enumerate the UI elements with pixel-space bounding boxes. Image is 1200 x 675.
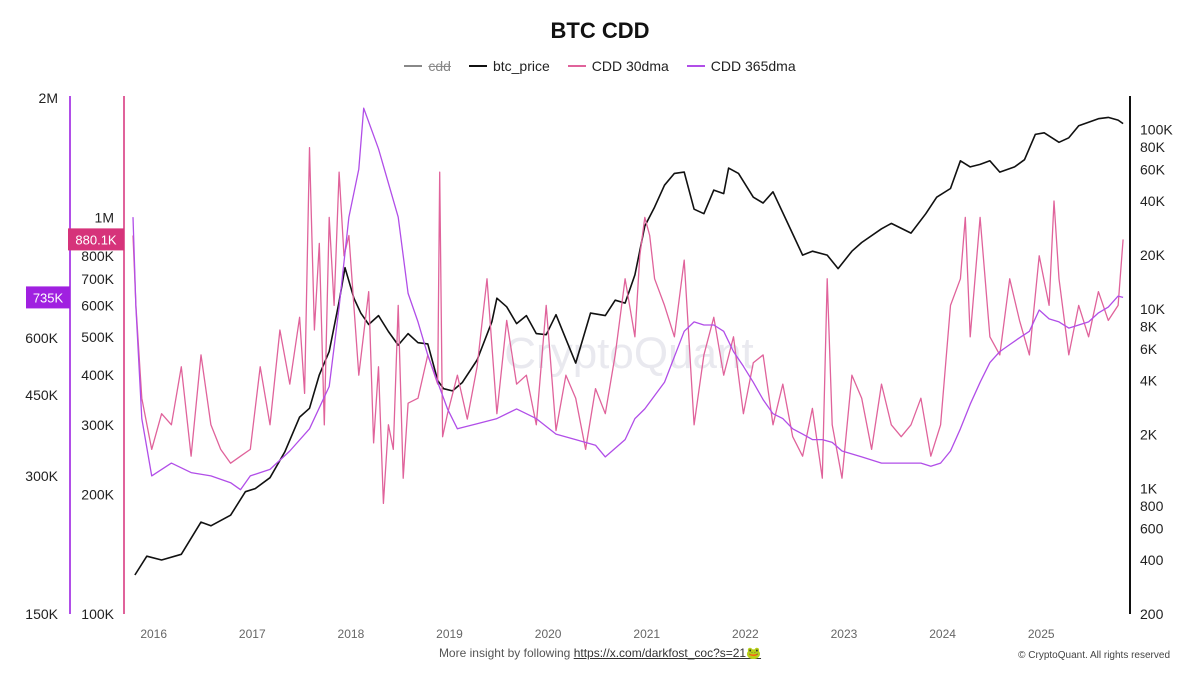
- y-tick-right: 2K: [1140, 427, 1158, 443]
- y-tick-right: 8K: [1140, 318, 1158, 334]
- legend-item-cdd-365dma[interactable]: CDD 365dma: [686, 58, 796, 74]
- x-tick: 2024: [929, 627, 956, 641]
- x-tick: 2017: [239, 627, 266, 641]
- legend-swatch-cdd-30dma: [567, 65, 586, 67]
- legend-label-btc-price: btc_price: [492, 58, 550, 74]
- y-tick-left-outer: 2M: [39, 90, 58, 106]
- y-tick-left-inner: 700K: [81, 271, 114, 287]
- y-tick-right: 40K: [1140, 193, 1166, 209]
- legend-swatch-cdd-365dma: [686, 65, 705, 67]
- x-tick: 2023: [831, 627, 858, 641]
- legend-item-btc-price[interactable]: btc_price: [468, 58, 550, 74]
- y-tick-right: 4K: [1140, 372, 1158, 388]
- current-flag-label: 880.1K: [75, 232, 117, 247]
- y-tick-right: 100K: [1140, 122, 1173, 138]
- y-tick-left-inner: 600K: [81, 297, 114, 313]
- y-tick-right: 800: [1140, 498, 1164, 514]
- legend-label-cdd-365dma: CDD 365dma: [710, 58, 796, 74]
- x-tick: 2025: [1028, 627, 1055, 641]
- y-tick-left-inner: 300K: [81, 417, 114, 433]
- y-tick-right: 400: [1140, 552, 1164, 568]
- footer-insight: More insight by following https://x.com/…: [0, 646, 1200, 660]
- series-line-cdd-365dma: [132, 107, 1124, 491]
- legend: cdd btc_price CDD 30dma CDD 365dma: [0, 58, 1200, 74]
- x-tick: 2021: [633, 627, 660, 641]
- legend-swatch-cdd: [404, 65, 423, 67]
- series-line-btc-price: [134, 116, 1124, 576]
- watermark: CryptoQuant: [504, 329, 753, 378]
- y-tick-left-outer: 150K: [25, 606, 58, 622]
- y-tick-left-outer: 600K: [25, 330, 58, 346]
- legend-swatch-btc-price: [468, 65, 487, 67]
- series-line-cdd-30dma: [132, 146, 1124, 505]
- y-tick-right: 20K: [1140, 247, 1166, 263]
- current-flag-left-outer: [26, 286, 70, 309]
- footer-insight-link[interactable]: https://x.com/darkfost_coc?s=21🐸: [573, 646, 762, 660]
- legend-item-cdd[interactable]: cdd: [404, 58, 451, 74]
- y-tick-right: 10K: [1140, 301, 1166, 317]
- x-tick: 2022: [732, 627, 759, 641]
- y-tick-left-outer: 300K: [25, 468, 58, 484]
- y-tick-right: 1K: [1140, 481, 1158, 497]
- y-tick-left-inner: 500K: [81, 329, 114, 345]
- x-tick: 2016: [140, 627, 167, 641]
- y-tick-right: 200: [1140, 606, 1164, 622]
- y-tick-left-inner: 400K: [81, 367, 114, 383]
- y-tick-left-inner: 800K: [81, 248, 114, 264]
- x-tick: 2020: [535, 627, 562, 641]
- legend-label-cdd: cdd: [428, 58, 451, 74]
- y-tick-left-outer: 450K: [25, 387, 58, 403]
- y-tick-left-inner: 1M: [95, 209, 114, 225]
- chart-title: BTC CDD: [550, 18, 650, 43]
- y-tick-left-inner: 100K: [81, 606, 114, 622]
- y-tick-left-inner: 200K: [81, 487, 114, 503]
- y-tick-right: 80K: [1140, 139, 1166, 155]
- x-tick: 2019: [436, 627, 463, 641]
- x-tick: 2018: [338, 627, 365, 641]
- current-flag-label: 735K: [33, 290, 64, 305]
- copyright: © CryptoQuant. All rights reserved: [1018, 650, 1170, 661]
- legend-item-cdd-30dma[interactable]: CDD 30dma: [567, 58, 669, 74]
- current-flag-left-inner: [68, 228, 124, 251]
- legend-label-cdd-30dma: CDD 30dma: [591, 58, 669, 74]
- y-tick-right: 60K: [1140, 161, 1166, 177]
- footer-insight-text: More insight by following: [438, 646, 571, 660]
- y-tick-right: 6K: [1140, 341, 1158, 357]
- y-tick-right: 600: [1140, 520, 1164, 536]
